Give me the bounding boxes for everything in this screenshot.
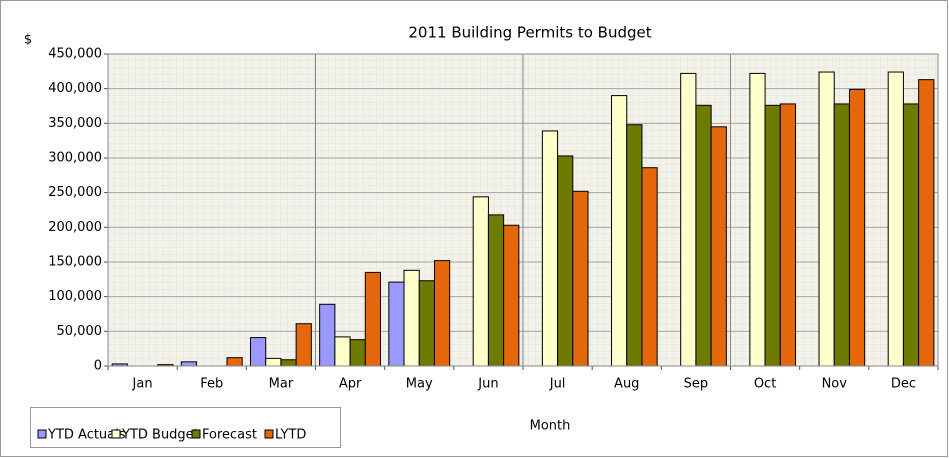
bar <box>764 104 781 367</box>
x-tick-label: May <box>406 377 433 392</box>
bar <box>403 269 420 367</box>
legend-label: Forecast <box>202 428 257 443</box>
x-tick-label: Sep <box>684 377 709 392</box>
plot-border <box>107 53 939 367</box>
y-tick-label: 250,000 <box>48 185 102 200</box>
legend-label: YTD Budget <box>121 428 199 443</box>
bar <box>557 155 574 367</box>
x-tick-label: Oct <box>754 377 776 392</box>
bar <box>710 126 727 367</box>
x-tick-label: Jul <box>549 377 566 392</box>
bar <box>572 190 589 367</box>
bar <box>295 323 312 367</box>
bar <box>180 361 198 367</box>
legend-label: YTD Actuals <box>47 428 126 443</box>
x-tick-label: Jun <box>477 377 498 392</box>
bar <box>418 280 435 367</box>
x-tick-label: Feb <box>200 377 223 392</box>
y-tick-label: 450,000 <box>48 47 102 62</box>
bar <box>249 337 267 367</box>
legend <box>30 407 341 448</box>
bar <box>364 271 382 367</box>
bar <box>487 214 505 367</box>
bar <box>887 71 904 367</box>
bar <box>641 167 658 367</box>
y-tick-label: 350,000 <box>48 116 102 131</box>
bar <box>349 339 366 367</box>
bar <box>611 95 628 367</box>
chart-title: 2011 Building Permits to Budget <box>408 24 651 42</box>
bar <box>918 79 935 367</box>
bar <box>749 72 766 367</box>
bar <box>280 359 297 367</box>
x-tick-label: Dec <box>891 377 916 392</box>
x-tick-label: Jan <box>132 377 153 392</box>
y-tick-label: 100,000 <box>48 289 102 304</box>
y-axis-label: $ <box>24 33 32 48</box>
bar <box>541 130 559 367</box>
y-tick-label: 0 <box>94 359 102 374</box>
bar <box>472 196 489 367</box>
bar <box>848 88 866 367</box>
x-tick-label: Apr <box>339 377 362 392</box>
bar <box>334 336 351 367</box>
bar <box>433 260 451 367</box>
y-tick-label: 50,000 <box>57 324 103 339</box>
bar <box>226 357 243 367</box>
bar <box>319 303 336 367</box>
bar <box>626 124 643 367</box>
bar <box>680 72 697 367</box>
legend-swatch <box>111 429 121 439</box>
x-tick-label: Mar <box>269 377 294 392</box>
legend-label: LYTD <box>275 428 306 443</box>
bar <box>695 104 712 367</box>
legend-swatch <box>37 429 47 439</box>
x-tick-label: Aug <box>614 377 639 392</box>
bar <box>388 281 405 367</box>
bar <box>833 103 850 367</box>
bar <box>902 103 920 367</box>
y-tick-label: 400,000 <box>48 81 102 96</box>
legend-swatch <box>264 429 274 439</box>
y-tick-label: 300,000 <box>48 151 102 166</box>
y-tick-label: 150,000 <box>48 255 102 270</box>
bar <box>503 224 520 367</box>
legend-swatch <box>191 429 201 439</box>
bar <box>779 103 797 367</box>
bar <box>265 357 282 367</box>
x-tick-label: Nov <box>822 377 848 392</box>
y-tick-label: 200,000 <box>48 220 102 235</box>
bar <box>818 71 835 367</box>
x-axis-label: Month <box>530 419 571 434</box>
